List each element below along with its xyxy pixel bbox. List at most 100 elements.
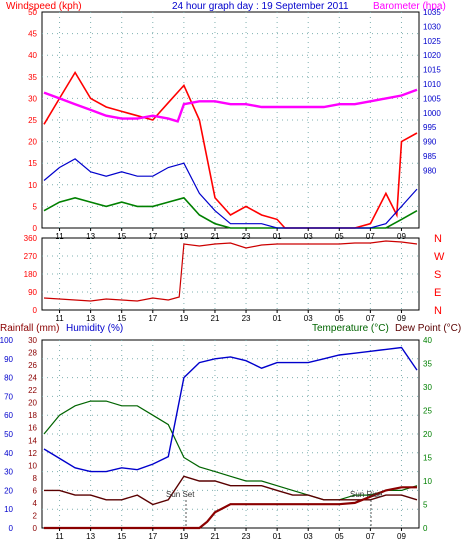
x-tick-label: 07 xyxy=(366,532,375,541)
y-tick-label: 60 xyxy=(4,411,13,420)
x-tick-label: 07 xyxy=(366,232,375,241)
compass-label: E xyxy=(434,287,441,299)
y-tick-label: 35 xyxy=(28,73,37,82)
y-tick-label: 30 xyxy=(28,336,37,345)
wind-series xyxy=(43,70,418,229)
y-tick-label: 50 xyxy=(28,8,37,17)
y-tick-label: 15 xyxy=(423,454,432,463)
y-tick-label: 90 xyxy=(28,288,37,297)
x-tick-label: 15 xyxy=(117,314,126,323)
x-tick-label: 19 xyxy=(179,232,188,241)
direction-series xyxy=(43,240,418,302)
graph-title: 24 hour graph day : 19 September 2011 xyxy=(172,1,349,12)
dewpoint-line xyxy=(44,475,418,506)
y-tick-label: 30 xyxy=(4,468,13,477)
windspeed-line xyxy=(43,70,418,229)
x-tick-label: 09 xyxy=(397,232,406,241)
y-tick-label: 5 xyxy=(33,202,38,211)
y-tick-label: 8 xyxy=(33,474,38,483)
y-tick-label: 40 xyxy=(4,449,13,458)
y-tick-label: 28 xyxy=(28,349,37,358)
y-tick-label: 270 xyxy=(24,252,38,261)
y-tick-label: 100 xyxy=(0,336,14,345)
humidity-line xyxy=(43,346,418,473)
y-tick-label: 0 xyxy=(33,306,38,315)
y-tick-label: 180 xyxy=(24,270,38,279)
y-tick-label: 10 xyxy=(4,505,13,514)
y-tick-label: 50 xyxy=(4,430,13,439)
y-tick-label: 16 xyxy=(28,424,37,433)
wind-grid xyxy=(42,12,419,228)
windspeed-axis-label: Windspeed (kph) xyxy=(6,1,82,12)
y-tick-label: 30 xyxy=(28,94,37,103)
sunrise-annotation: Sun Rise xyxy=(350,490,383,499)
wind-axis-ticks: 5045403530252015105010351030102510201015… xyxy=(28,8,441,241)
y-tick-label: 25 xyxy=(28,116,37,125)
y-tick-label: 18 xyxy=(28,411,37,420)
rainfall-axis-label: Rainfall (mm) xyxy=(0,323,59,334)
y-tick-label: 990 xyxy=(423,138,437,147)
x-tick-label: 23 xyxy=(242,232,251,241)
compass-label: N xyxy=(434,305,442,317)
compass-label: W xyxy=(434,251,445,263)
humidity-axis-label: Humidity (%) xyxy=(66,323,123,334)
y-tick-label: 35 xyxy=(423,360,432,369)
y-tick-label: 1005 xyxy=(423,94,441,103)
y-tick-label: 995 xyxy=(423,123,437,132)
x-tick-label: 05 xyxy=(335,532,344,541)
y-tick-label: 980 xyxy=(423,166,437,175)
x-tick-label: 17 xyxy=(148,232,157,241)
y-tick-label: 4 xyxy=(33,499,38,508)
y-tick-label: 40 xyxy=(28,51,37,60)
dewpoint-axis-label: Dew Point (°C) xyxy=(395,323,461,334)
y-tick-label: 30 xyxy=(423,383,432,392)
x-tick-label: 21 xyxy=(211,314,220,323)
y-tick-label: 0 xyxy=(9,524,14,533)
y-tick-label: 360 xyxy=(24,234,38,243)
y-tick-label: 12 xyxy=(28,449,37,458)
sunset-annotation: Sun Set xyxy=(166,490,195,499)
x-tick-label: 03 xyxy=(304,532,313,541)
y-tick-label: 80 xyxy=(4,374,13,383)
x-tick-label: 19 xyxy=(179,314,188,323)
y-tick-label: 5 xyxy=(423,501,428,510)
y-tick-label: 1020 xyxy=(423,51,441,60)
y-tick-label: 0 xyxy=(423,524,428,533)
x-tick-label: 11 xyxy=(55,232,64,241)
average-wind-line xyxy=(43,158,418,229)
temp-humidity-rain-panel: 1009080706050403020100302826242220181614… xyxy=(0,336,432,541)
wind-direction-line xyxy=(43,240,418,302)
y-tick-label: 15 xyxy=(28,159,37,168)
y-tick-label: 985 xyxy=(423,152,437,161)
x-tick-label: 03 xyxy=(304,314,313,323)
y-tick-label: 1010 xyxy=(423,80,441,89)
y-tick-label: 70 xyxy=(4,392,13,401)
barometer-line xyxy=(43,88,418,123)
y-tick-label: 20 xyxy=(28,138,37,147)
y-tick-label: 14 xyxy=(28,436,37,445)
y-tick-label: 22 xyxy=(28,386,37,395)
y-tick-label: 6 xyxy=(33,486,38,495)
x-tick-label: 13 xyxy=(86,532,95,541)
direction-grid xyxy=(42,238,419,310)
x-tick-label: 15 xyxy=(117,232,126,241)
rainfall-line xyxy=(44,486,417,530)
x-tick-label: 03 xyxy=(304,232,313,241)
x-tick-label: 17 xyxy=(148,314,157,323)
compass-label: S xyxy=(434,269,441,281)
x-tick-label: 11 xyxy=(55,314,64,323)
barometer-axis-label: Barometer (hpa) xyxy=(373,1,446,12)
x-tick-label: 19 xyxy=(179,532,188,541)
y-tick-label: 1035 xyxy=(423,8,441,17)
temperature-line xyxy=(43,400,418,501)
compass-label: N xyxy=(434,233,442,245)
y-tick-label: 24 xyxy=(28,374,37,383)
x-tick-label: 17 xyxy=(148,532,157,541)
y-tick-label: 1025 xyxy=(423,37,441,46)
y-tick-label: 10 xyxy=(28,181,37,190)
y-tick-label: 1030 xyxy=(423,22,441,31)
y-tick-label: 20 xyxy=(4,486,13,495)
